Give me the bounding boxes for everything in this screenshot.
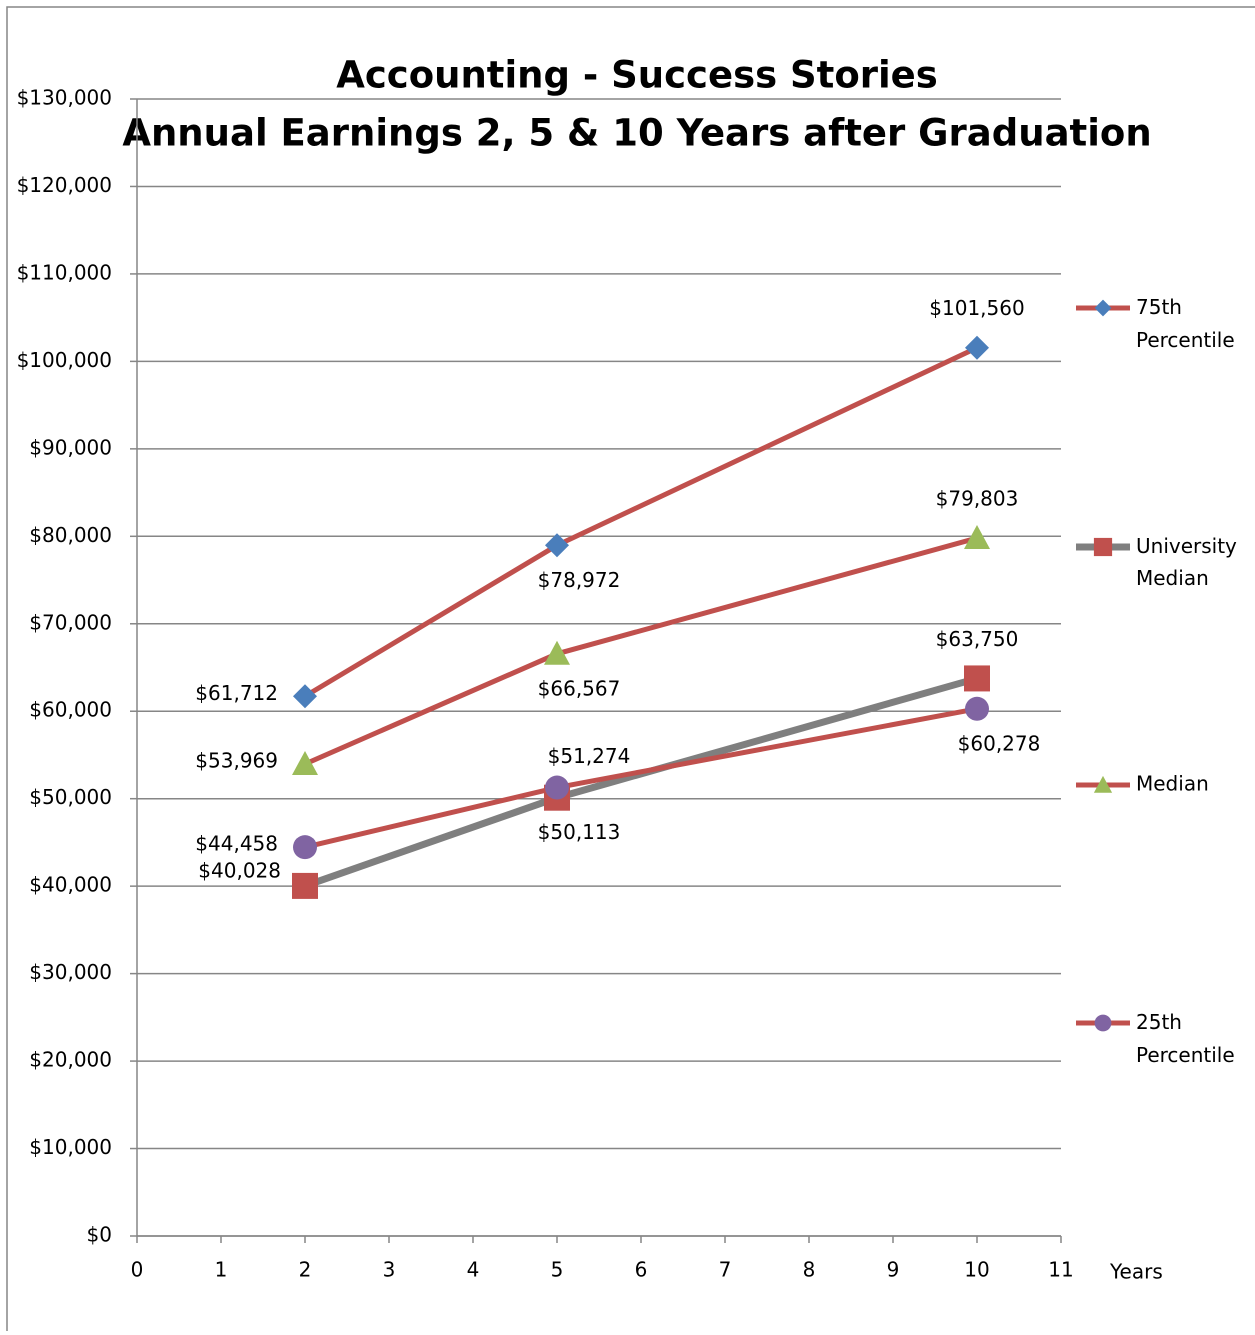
legend-label-line: Median — [1136, 566, 1209, 590]
data-label: $66,567 — [538, 676, 621, 700]
data-label: $51,274 — [548, 744, 631, 768]
y-tick-label: $60,000 — [29, 698, 112, 722]
marker — [964, 525, 990, 550]
marker — [1094, 299, 1112, 317]
legend-label-line: University — [1136, 534, 1243, 558]
marker — [545, 775, 569, 800]
marker — [964, 665, 990, 692]
x-axis-label: Years — [1109, 1260, 1163, 1284]
x-tick-label: 7 — [719, 1258, 732, 1282]
marker — [1094, 1014, 1112, 1032]
marker — [1093, 775, 1113, 793]
x-tick-label: 2 — [299, 1258, 312, 1282]
data-label: $40,028 — [198, 858, 281, 882]
data-label: $53,969 — [195, 748, 278, 772]
x-tick-label: 8 — [803, 1258, 816, 1282]
x-tick-label: 10 — [964, 1258, 989, 1282]
marker — [544, 640, 570, 665]
y-tick-label: $50,000 — [29, 785, 112, 809]
data-label: $63,750 — [936, 627, 1019, 651]
y-tick-label: $120,000 — [17, 173, 112, 197]
marker — [545, 533, 569, 558]
marker — [1093, 537, 1113, 557]
x-tick-label: 6 — [635, 1258, 648, 1282]
legend-label: University Median — [1136, 534, 1243, 590]
x-tick-label: 1 — [215, 1258, 228, 1282]
data-label: $60,278 — [958, 731, 1041, 755]
y-tick-label: $90,000 — [29, 435, 112, 459]
marker — [965, 335, 989, 360]
x-tick-label: 9 — [887, 1258, 900, 1282]
y-tick-label: $70,000 — [29, 610, 112, 634]
legend-label-line: Percentile — [1136, 1043, 1235, 1067]
y-tick-label: $130,000 — [17, 86, 112, 110]
legend-label-line: Percentile — [1136, 328, 1235, 352]
y-tick-label: $100,000 — [17, 348, 112, 372]
x-tick-label: 0 — [131, 1258, 144, 1282]
marker — [292, 750, 318, 775]
marker — [293, 684, 317, 709]
marker — [965, 696, 989, 721]
y-tick-label: $20,000 — [29, 1048, 112, 1072]
y-tick-label: $40,000 — [29, 873, 112, 897]
marker — [292, 872, 318, 899]
y-tick-label: $80,000 — [29, 523, 112, 547]
legend-label: 25th Percentile — [1136, 1010, 1235, 1067]
x-tick-label: 3 — [383, 1258, 396, 1282]
x-tick-label: 11 — [1048, 1258, 1073, 1282]
y-tick-label: $110,000 — [17, 260, 112, 284]
data-label: $44,458 — [195, 832, 278, 856]
data-label: $101,560 — [929, 296, 1024, 320]
y-tick-label: $0 — [87, 1223, 112, 1247]
legend-label: Median — [1136, 772, 1209, 796]
chart-frame — [6, 6, 1255, 1335]
marker — [293, 835, 317, 860]
y-tick-label: $10,000 — [29, 1135, 112, 1159]
data-label: $50,113 — [538, 820, 621, 844]
legend-label-line: 25th — [1136, 1010, 1188, 1034]
x-tick-label: 4 — [467, 1258, 480, 1282]
chart-subtitle: Annual Earnings 2, 5 & 10 Years after Gr… — [122, 112, 1151, 155]
data-label: $79,803 — [936, 487, 1019, 511]
data-label: $78,972 — [538, 568, 621, 592]
data-label: $61,712 — [195, 681, 278, 705]
y-tick-label: $30,000 — [29, 960, 112, 984]
legend-label: 75th Percentile — [1136, 295, 1235, 352]
chart-title: Accounting - Success Stories — [336, 54, 938, 97]
x-tick-label: 5 — [551, 1258, 564, 1282]
legend-label-line: 75th — [1136, 295, 1188, 319]
